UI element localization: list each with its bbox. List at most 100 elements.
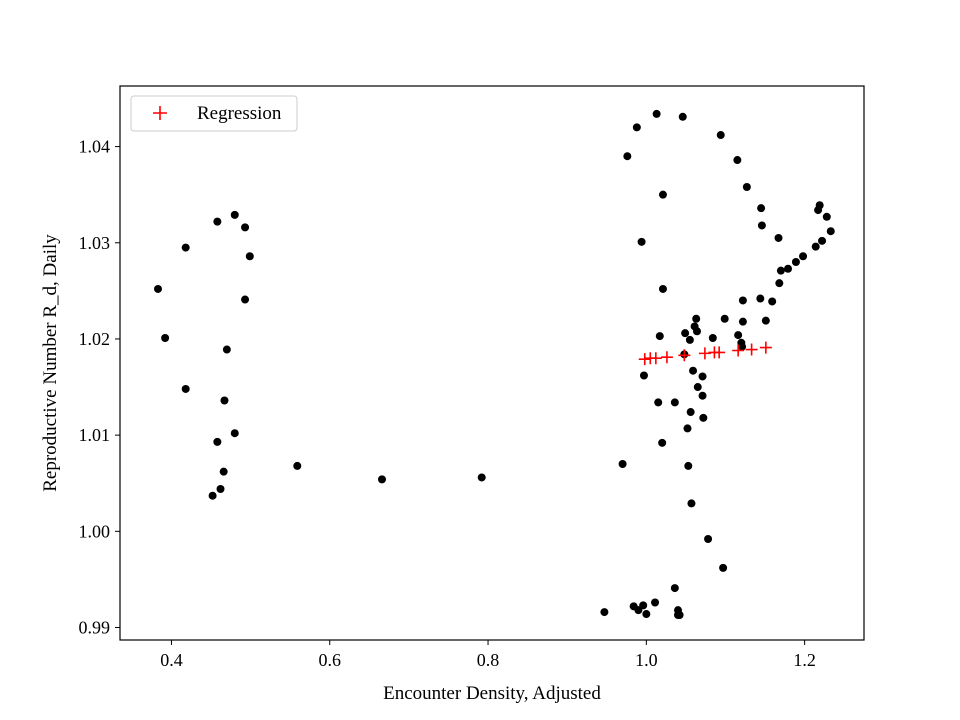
legend-box — [130, 95, 298, 132]
y-tick-label: 1.00 — [79, 521, 111, 541]
x-tick-label: 0.6 — [318, 650, 341, 670]
regression-point — [649, 352, 662, 365]
data-point — [623, 152, 632, 161]
data-point — [181, 384, 190, 393]
data-point — [768, 297, 777, 306]
data-point — [208, 491, 217, 500]
x-axis-ticks: 0.4 0.6 0.8 1.0 1.2 — [160, 640, 816, 670]
x-tick-label: 1.2 — [793, 650, 816, 670]
regression-point — [745, 343, 758, 356]
data-point — [658, 438, 667, 447]
data-point — [687, 499, 696, 508]
x-axis-label: Encounter Density, Adjusted — [383, 683, 601, 704]
regression-point — [732, 344, 745, 357]
x-tick-label: 1.0 — [635, 650, 658, 670]
data-point — [658, 190, 667, 199]
data-point — [639, 371, 648, 380]
data-point — [600, 608, 609, 617]
data-point — [738, 296, 747, 305]
data-point — [632, 123, 641, 132]
regression-point — [713, 346, 726, 359]
data-point — [791, 258, 800, 267]
data-point — [213, 437, 222, 446]
data-point — [761, 316, 770, 325]
data-point — [811, 242, 820, 251]
regression-point — [698, 347, 711, 360]
data-point — [675, 610, 684, 619]
data-point — [241, 223, 250, 232]
data-point — [642, 610, 651, 619]
data-point — [618, 459, 627, 468]
data-point — [230, 210, 239, 219]
data-point — [784, 264, 793, 273]
data-point — [637, 237, 646, 246]
data-point — [230, 429, 239, 438]
data-point — [681, 329, 690, 338]
data-point — [689, 366, 698, 375]
data-point — [293, 461, 302, 470]
y-tick-label: 1.04 — [79, 137, 111, 157]
y-axis-ticks: 0.99 1.00 1.01 1.02 1.03 1.04 — [79, 137, 120, 637]
data-point — [161, 333, 170, 342]
y-tick-label: 0.99 — [79, 617, 111, 637]
data-point — [658, 284, 667, 293]
y-axis-label: Reproductive Number R_d, Daily — [40, 234, 61, 492]
points-layer — [153, 109, 835, 619]
data-point — [776, 266, 785, 275]
data-point — [775, 279, 784, 288]
data-point — [818, 236, 827, 245]
data-point — [708, 333, 717, 342]
data-point — [693, 383, 702, 392]
data-point — [822, 212, 831, 221]
data-point — [692, 314, 701, 323]
data-point — [720, 314, 729, 323]
regression-point — [759, 341, 772, 354]
data-point — [716, 131, 725, 140]
data-point — [757, 204, 766, 213]
data-point — [684, 461, 693, 470]
data-point — [213, 217, 222, 226]
data-point — [826, 227, 835, 236]
data-point — [733, 156, 742, 165]
data-point — [477, 473, 486, 482]
data-point — [738, 342, 747, 351]
legend-marker-regression — [153, 106, 167, 120]
data-point — [241, 295, 250, 304]
data-point — [670, 398, 679, 407]
regression-point — [678, 349, 691, 362]
data-point — [698, 372, 707, 381]
legend: Regression — [130, 95, 298, 132]
x-tick-label: 0.8 — [477, 650, 500, 670]
data-point — [219, 467, 228, 476]
data-point — [245, 252, 254, 261]
data-point — [683, 424, 692, 433]
data-point — [757, 221, 766, 230]
data-point — [222, 345, 231, 354]
data-point — [699, 413, 708, 422]
data-point — [377, 475, 386, 484]
y-tick-label: 1.01 — [79, 425, 111, 445]
data-point — [719, 563, 728, 572]
legend-label-regression: Regression — [197, 103, 282, 124]
data-point — [654, 398, 663, 407]
y-tick-label: 1.03 — [79, 233, 111, 253]
data-point — [216, 484, 225, 493]
data-point — [756, 294, 765, 303]
data-point — [153, 284, 162, 293]
regression-point — [638, 353, 651, 366]
data-point — [685, 335, 694, 344]
data-point — [692, 327, 701, 336]
data-point — [742, 182, 751, 191]
data-point — [704, 535, 713, 544]
data-point — [774, 233, 783, 242]
data-point — [655, 332, 664, 341]
data-point — [639, 601, 648, 610]
data-point — [651, 598, 660, 607]
plot-frame — [119, 85, 865, 641]
data-point — [686, 408, 695, 417]
data-point — [181, 243, 190, 252]
y-tick-label: 1.02 — [79, 329, 111, 349]
x-tick-label: 0.4 — [160, 650, 183, 670]
data-point — [652, 109, 661, 118]
